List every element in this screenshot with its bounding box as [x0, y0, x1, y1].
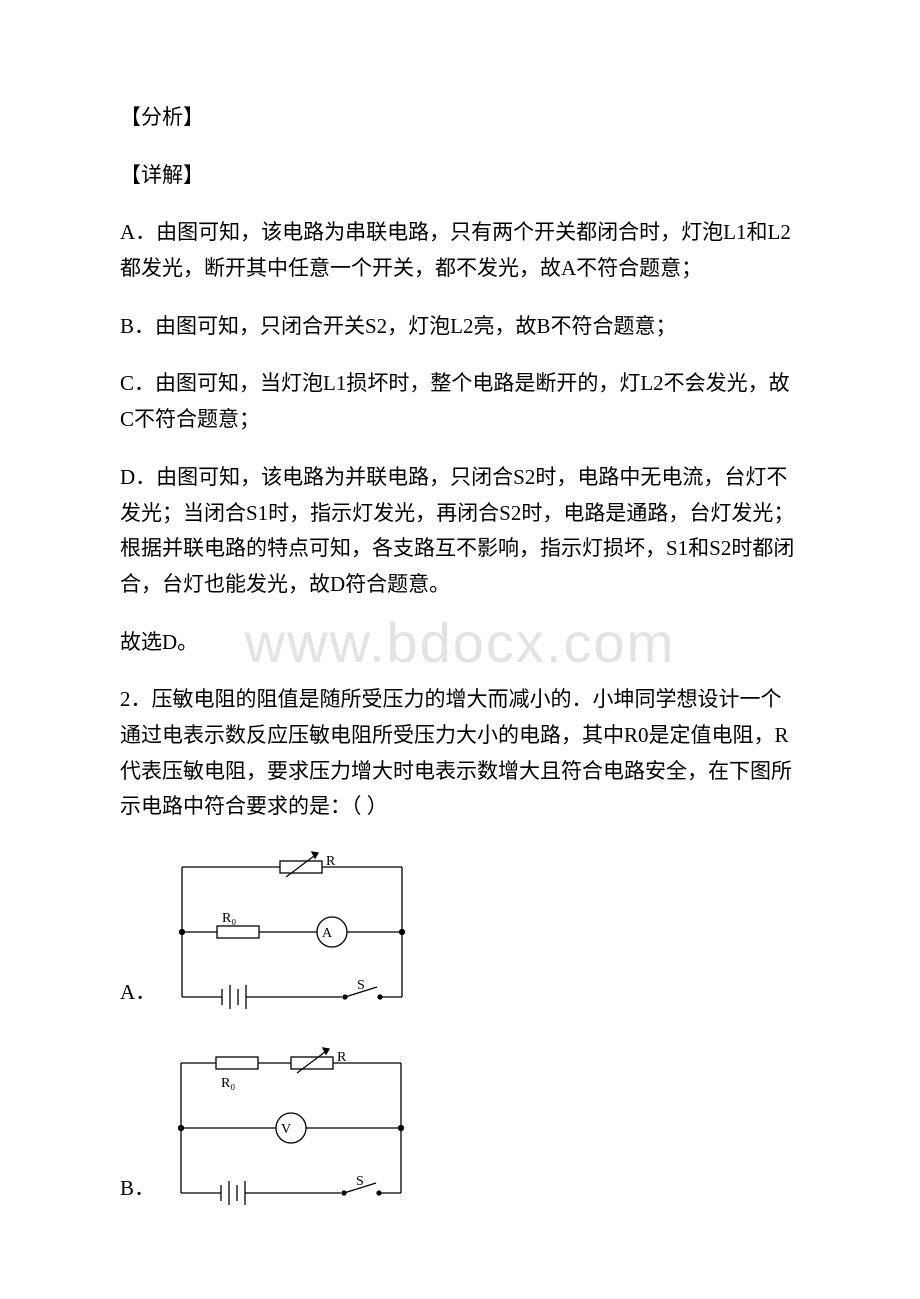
svg-text:A: A [322, 926, 333, 941]
svg-text:R: R [337, 1050, 347, 1065]
svg-text:R: R [326, 854, 336, 869]
svg-text:S: S [357, 978, 365, 993]
question-2-text: 2．压敏电阻的阻值是随所受压力的增大而减小的．小坤同学想设计一个通过电表示数反应… [120, 682, 800, 825]
svg-text:R₀: R₀ [221, 1076, 235, 1091]
circuit-option-a: A． [120, 847, 800, 1017]
circuit-diagram-a: R R₀ A S [162, 847, 422, 1017]
svg-text:V: V [281, 1122, 291, 1137]
svg-text:S: S [356, 1174, 364, 1189]
circuit-option-b: B． [120, 1043, 800, 1213]
circuit-diagram-b: R₀ R V S [161, 1043, 421, 1213]
detail-option-b: B．由图可知，只闭合开关S2，灯泡L2亮，故B不符合题意； [120, 309, 800, 345]
analysis-label: 【分析】 [120, 100, 800, 136]
option-a-label: A． [120, 975, 156, 1011]
option-b-label: B． [120, 1171, 155, 1207]
detail-label: 【详解】 [120, 158, 800, 194]
answer-line: 故选D。 [120, 625, 800, 661]
svg-text:R₀: R₀ [222, 911, 236, 926]
detail-option-d: D．由图可知，该电路为并联电路，只闭合S2时，电路中无电流，台灯不发光；当闭合S… [120, 460, 800, 603]
detail-option-c: C．由图可知，当灯泡L1损坏时，整个电路是断开的，灯L2不会发光，故C不符合题意… [120, 366, 800, 437]
detail-option-a: A．由图可知，该电路为串联电路，只有两个开关都闭合时，灯泡L1和L2都发光，断开… [120, 215, 800, 286]
